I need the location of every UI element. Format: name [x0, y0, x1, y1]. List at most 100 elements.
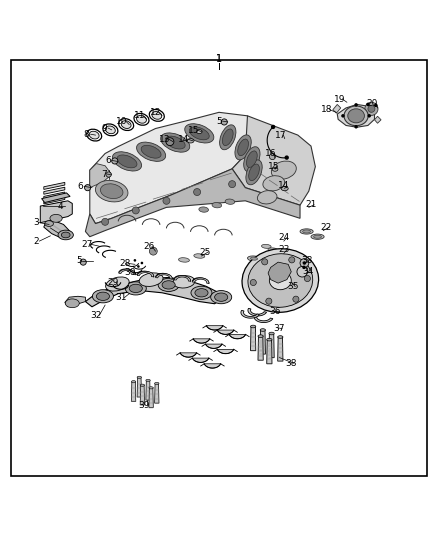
Polygon shape — [268, 262, 291, 283]
Ellipse shape — [281, 187, 288, 191]
Ellipse shape — [199, 207, 208, 212]
Ellipse shape — [223, 129, 233, 146]
Text: 38: 38 — [286, 359, 297, 368]
Text: 31: 31 — [116, 293, 127, 302]
Text: 29: 29 — [107, 278, 119, 287]
Polygon shape — [137, 377, 141, 397]
Ellipse shape — [194, 254, 205, 258]
Ellipse shape — [137, 142, 166, 161]
Circle shape — [354, 103, 358, 107]
Ellipse shape — [196, 130, 202, 134]
Ellipse shape — [152, 111, 162, 119]
Circle shape — [266, 298, 272, 304]
Ellipse shape — [238, 139, 248, 156]
Text: 36: 36 — [269, 306, 281, 316]
Polygon shape — [260, 330, 265, 354]
Ellipse shape — [113, 152, 141, 171]
Text: 11: 11 — [134, 111, 145, 120]
Ellipse shape — [119, 119, 134, 131]
Text: 1: 1 — [216, 54, 222, 63]
Circle shape — [250, 279, 256, 286]
Text: 26: 26 — [143, 242, 155, 251]
Text: 35: 35 — [287, 282, 298, 291]
Text: 39: 39 — [138, 401, 149, 410]
Ellipse shape — [263, 176, 285, 191]
Circle shape — [302, 265, 306, 269]
Circle shape — [113, 159, 116, 162]
Ellipse shape — [272, 161, 296, 179]
Text: 15: 15 — [188, 126, 200, 135]
Polygon shape — [149, 388, 153, 408]
Circle shape — [82, 261, 85, 263]
Polygon shape — [337, 104, 374, 127]
Polygon shape — [193, 339, 210, 343]
Ellipse shape — [303, 230, 311, 233]
Ellipse shape — [249, 164, 259, 181]
Circle shape — [106, 172, 111, 177]
Ellipse shape — [87, 129, 102, 141]
Circle shape — [304, 276, 311, 281]
Ellipse shape — [274, 265, 287, 270]
Ellipse shape — [149, 387, 153, 389]
Ellipse shape — [300, 229, 313, 234]
Circle shape — [132, 207, 139, 214]
Text: 2: 2 — [33, 237, 39, 246]
Ellipse shape — [261, 244, 271, 248]
Circle shape — [341, 114, 345, 118]
Circle shape — [223, 120, 226, 123]
Polygon shape — [140, 385, 145, 405]
Ellipse shape — [191, 286, 212, 300]
Text: 8: 8 — [84, 130, 90, 139]
Ellipse shape — [179, 257, 189, 262]
Polygon shape — [65, 296, 85, 307]
Ellipse shape — [185, 124, 214, 143]
Polygon shape — [251, 327, 256, 351]
Polygon shape — [267, 340, 272, 364]
Polygon shape — [44, 221, 70, 238]
Text: 6: 6 — [106, 156, 112, 165]
Text: 34: 34 — [302, 267, 313, 276]
Polygon shape — [254, 315, 273, 322]
Polygon shape — [44, 192, 65, 199]
Polygon shape — [232, 116, 315, 205]
Ellipse shape — [278, 336, 283, 338]
Ellipse shape — [65, 299, 79, 308]
Circle shape — [300, 259, 309, 268]
Text: 14: 14 — [178, 134, 190, 143]
Polygon shape — [205, 344, 222, 349]
Polygon shape — [374, 116, 381, 123]
Text: 18: 18 — [321, 105, 332, 114]
Circle shape — [141, 262, 143, 264]
Text: 19: 19 — [334, 95, 345, 104]
Ellipse shape — [219, 125, 236, 150]
Circle shape — [229, 181, 236, 188]
Ellipse shape — [158, 278, 179, 292]
Ellipse shape — [103, 124, 118, 136]
Polygon shape — [44, 197, 65, 204]
Polygon shape — [206, 326, 223, 330]
Ellipse shape — [96, 292, 110, 301]
Circle shape — [163, 197, 170, 204]
Polygon shape — [174, 276, 191, 281]
Ellipse shape — [50, 214, 62, 222]
Text: 4: 4 — [58, 201, 63, 211]
Ellipse shape — [134, 114, 149, 125]
Text: 22: 22 — [321, 223, 332, 231]
Circle shape — [194, 189, 201, 196]
Ellipse shape — [348, 109, 364, 123]
Text: 3: 3 — [33, 218, 39, 227]
Ellipse shape — [251, 257, 258, 260]
Polygon shape — [258, 336, 263, 360]
Ellipse shape — [162, 281, 175, 289]
Ellipse shape — [258, 335, 263, 337]
Ellipse shape — [139, 273, 163, 286]
Ellipse shape — [272, 167, 278, 171]
Polygon shape — [146, 381, 150, 400]
Text: 17: 17 — [275, 131, 286, 140]
Circle shape — [80, 259, 86, 265]
Polygon shape — [44, 187, 65, 194]
Text: 23: 23 — [278, 245, 290, 254]
Text: 7: 7 — [101, 169, 107, 179]
Ellipse shape — [277, 266, 284, 269]
Ellipse shape — [173, 276, 195, 288]
